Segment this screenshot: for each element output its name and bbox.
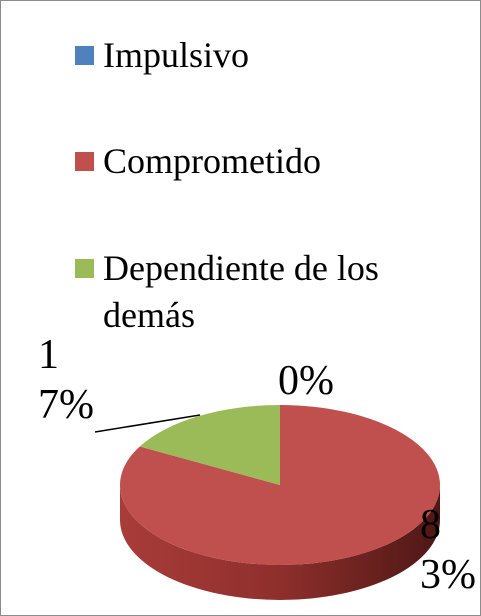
data-label: 83% [420,502,476,598]
legend-label: Dependiente de los demás [103,248,379,335]
legend-swatch [75,152,94,171]
legend-swatch [75,259,94,278]
leader-line [94,414,201,433]
legend-label: Impulsivo [103,35,250,75]
pie-slice [120,405,441,565]
pie-side [120,485,440,600]
legend-item: Comprometido [75,138,438,185]
pie-slice [139,405,280,485]
legend-label: Comprometido [103,141,321,181]
data-label: 17% [38,332,94,428]
legend-item: Dependiente de los demás [75,245,438,339]
data-label: 0% [278,358,334,404]
legend-item: Impulsivo [75,32,438,79]
legend-swatch [75,46,94,65]
